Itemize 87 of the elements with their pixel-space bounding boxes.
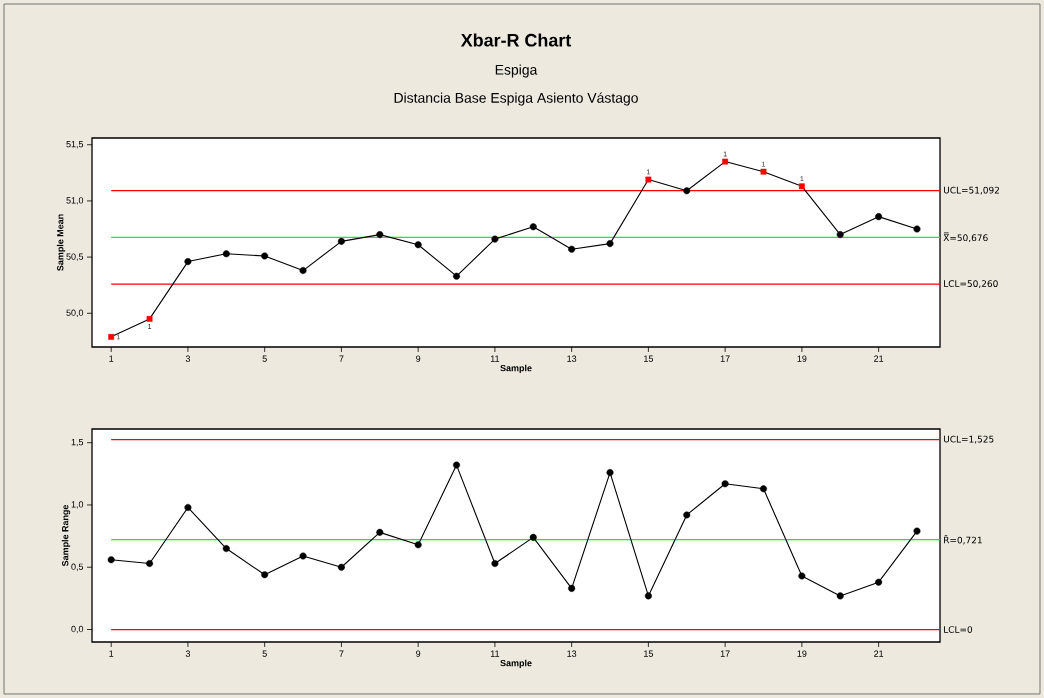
x-tick-label: 15 <box>644 650 653 657</box>
chart-title: Xbar-R Chart <box>460 33 572 47</box>
x-tick-label: 5 <box>262 650 267 657</box>
point <box>568 245 576 253</box>
point <box>913 225 921 233</box>
x-tick-label: 11 <box>490 650 500 657</box>
point <box>146 315 153 322</box>
point <box>299 267 307 275</box>
x-tick-label: 9 <box>416 355 421 362</box>
point <box>414 541 422 549</box>
y-tick-label: 0,0 <box>71 625 84 634</box>
point <box>376 528 384 536</box>
y-axis-title: Sample Range <box>61 504 71 567</box>
point <box>376 231 384 239</box>
x-tick-label: 11 <box>490 355 500 362</box>
point <box>760 168 767 175</box>
ref-line-label: R̄=0,721 <box>944 535 982 545</box>
point <box>836 592 844 600</box>
text: Distancia Base Espiga Asiento Vástago <box>394 92 638 106</box>
point <box>453 272 461 280</box>
point <box>491 560 499 568</box>
x-tick-label: 9 <box>416 650 421 657</box>
x-tick-label: 1 <box>109 355 114 362</box>
point <box>337 237 345 245</box>
x-tick-label: 1 <box>109 650 114 657</box>
point <box>875 578 883 586</box>
x-tick-label: 13 <box>567 650 577 657</box>
point <box>798 183 805 190</box>
point <box>529 533 537 541</box>
point <box>108 333 115 340</box>
point <box>606 240 614 248</box>
x-tick-label: 17 <box>720 355 730 362</box>
point <box>107 556 115 564</box>
point <box>683 511 691 519</box>
x-axis-title: Sample <box>500 659 532 669</box>
y-tick-label: 50,5 <box>66 253 84 261</box>
x-tick-label: 7 <box>339 355 344 362</box>
point <box>721 480 729 488</box>
point <box>836 231 844 239</box>
x-tick-label: 3 <box>185 650 191 657</box>
point <box>184 258 192 266</box>
point <box>644 592 652 600</box>
y-tick-label: 1,0 <box>71 501 84 509</box>
point <box>491 235 499 243</box>
x-tick-label: 19 <box>797 355 807 362</box>
point <box>261 571 269 579</box>
point <box>529 223 537 231</box>
x-tick-label: 17 <box>720 650 730 657</box>
x-tick-label: 13 <box>567 355 577 362</box>
point <box>606 469 614 477</box>
chart-subtitle: Espiga <box>495 64 538 78</box>
point <box>722 158 729 165</box>
point <box>414 241 422 249</box>
point <box>222 545 230 553</box>
point <box>760 485 767 493</box>
y-axis-title: Sample Mean <box>56 214 66 271</box>
point <box>184 503 192 511</box>
y-tick-label: 51,0 <box>66 197 84 205</box>
x-tick-label: 21 <box>874 650 884 657</box>
x-tick-label: 21 <box>874 355 884 362</box>
point <box>222 250 230 258</box>
point <box>645 176 652 183</box>
point <box>913 527 921 535</box>
point <box>568 584 576 592</box>
x-axis-title: Sample <box>500 364 532 374</box>
x-tick-label: 5 <box>262 355 267 362</box>
x-tick-label: 15 <box>644 355 653 362</box>
x-tick-label: 19 <box>797 650 807 657</box>
x-tick-label: 3 <box>185 355 191 362</box>
ref-line-label: UCL=51,092 <box>943 186 1000 195</box>
ref-line-label: LCL=50,260 <box>944 280 998 288</box>
point <box>299 552 307 560</box>
point <box>337 563 345 571</box>
point <box>146 560 154 568</box>
point <box>875 213 883 221</box>
ref-line-label: LCL=0 <box>944 626 973 633</box>
ref-line-label: UCL=1,525 <box>943 435 994 444</box>
y-tick-label: 1,5 <box>71 439 84 447</box>
point <box>798 572 806 580</box>
point <box>453 461 461 469</box>
y-tick-label: 0,5 <box>71 563 84 571</box>
ref-line-label: X̿=50,676 <box>943 232 988 243</box>
point <box>261 252 269 260</box>
y-tick-label: 50,0 <box>66 309 84 317</box>
x-tick-label: 7 <box>339 650 344 657</box>
y-tick-label: 51,5 <box>66 141 84 149</box>
point <box>683 187 691 195</box>
